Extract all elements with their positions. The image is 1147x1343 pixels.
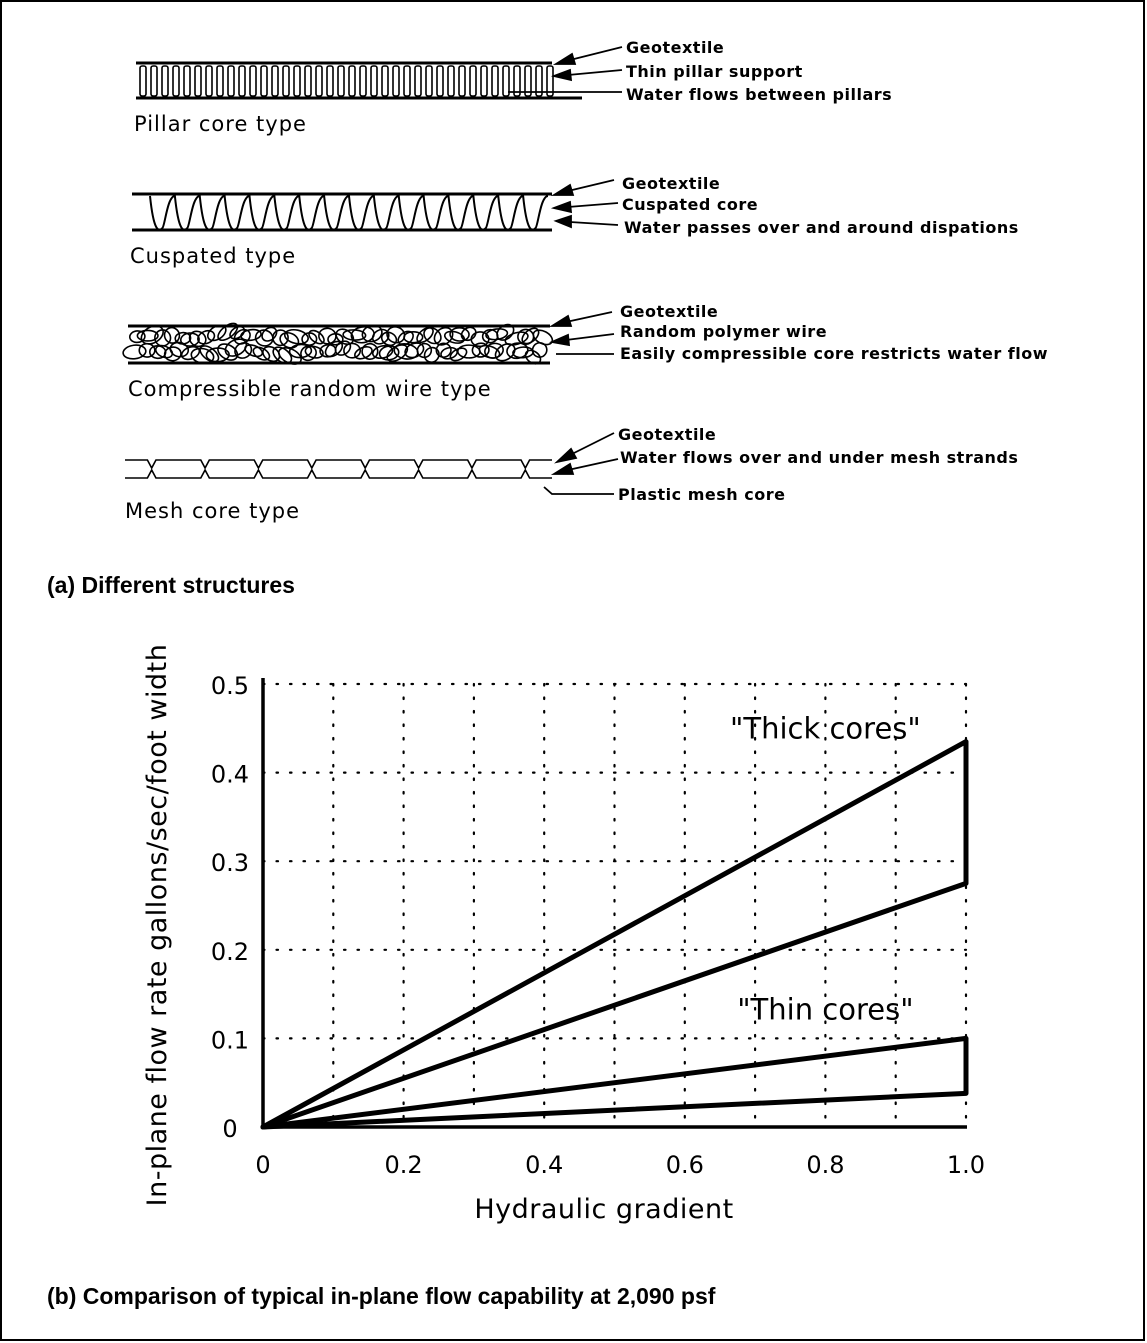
random-wire-arrows [552,312,614,354]
pillar-strut [426,66,432,96]
x-tick-label: 0.4 [525,1151,563,1179]
wire-callout-compressible: Easily compressible core restricts water… [620,344,1048,363]
y-tick-label: 0.2 [211,938,249,966]
y-axis-label: In-plane flow rate gallons/sec/foot widt… [142,644,173,1207]
pillar-callout-pillar-support: Thin pillar support [626,62,803,81]
pillar-strut [206,66,212,96]
pillar-strut [294,66,300,96]
y-tick-label: 0 [222,1115,237,1143]
random-wire-label: Compressible random wire type [128,377,492,401]
mesh-callout-plastic-core: Plastic mesh core [618,485,785,504]
pillar-strut [173,66,179,96]
pillar-strut [338,66,344,96]
y-tick-label: 0.1 [211,1026,249,1054]
pillar-strut [272,66,278,96]
pillar-strut [239,66,245,96]
random-wire-diagram [122,320,554,367]
chart-annotations: "Thick cores" "Thin cores" [730,712,921,1027]
thin-cores-annotation: "Thin cores" [737,993,913,1027]
caption-b: (b) Comparison of typical in-plane flow … [47,1283,716,1309]
pillar-strut [217,66,223,96]
x-axis-label: Hydraulic gradient [474,1194,733,1225]
wire-callout-geotextile: Geotextile [620,302,718,321]
pillar-strut [349,66,355,96]
pillar-strut [327,66,333,96]
pillar-strut [305,66,311,96]
pillar-strut [151,66,157,96]
cuspated-core-arrows [554,180,618,227]
x-tick-label: 0.8 [806,1151,844,1179]
x-tick-label: 0.2 [385,1151,423,1179]
caption-a: (a) Different structures [47,572,295,598]
pillar-core-label: Pillar core type [134,112,307,136]
pillar-strut [140,66,146,96]
pillar-strut [481,66,487,96]
pillar-strut [360,66,366,96]
series-line-4 [263,1093,966,1127]
pillar-strut [261,66,267,96]
pillar-strut [371,66,377,96]
pillar-strut [316,66,322,96]
wire-callout-polymer-wire: Random polymer wire [620,322,827,341]
series-line-3 [263,1038,966,1127]
wire-loop [431,324,456,348]
pillar-strut [492,66,498,96]
cuspated-callout-core: Cuspated core [622,195,758,214]
y-tick-label: 0.3 [211,849,249,877]
mesh-core-diagram [125,460,552,478]
y-tick-label: 0.4 [211,761,249,789]
flow-chart: 0 0.2 0.4 0.6 0.8 1.0 0 0.1 0.2 0.3 0.4 0.5 "Thick … [142,644,985,1225]
pillar-strut [283,66,289,96]
x-tick-label: 0.6 [666,1151,704,1179]
pillar-strut [437,66,443,96]
mesh-core-label: Mesh core type [125,499,300,523]
chart-series-group [263,742,966,1127]
thick-cores-annotation: "Thick cores" [730,712,921,746]
wire-loop [259,325,279,344]
wire-loop [530,340,549,360]
pillar-strut [470,66,476,96]
y-tick-label: 0.5 [211,672,249,700]
pillar-strut [415,66,421,96]
pillar-strut [162,66,168,96]
pillar-strut [404,66,410,96]
pillar-strut [459,66,465,96]
series-line-1 [263,742,966,1127]
wire-loop [139,344,155,358]
cuspated-callout-geotextile: Geotextile [622,174,720,193]
pillar-callout-water-flow: Water flows between pillars [626,85,892,104]
mesh-core-arrows [544,433,618,494]
cuspated-callout-water-flow: Water passes over and around dispations [624,218,1019,237]
wire-loop [122,344,146,360]
pillar-strut [250,66,256,96]
pillar-strut [382,66,388,96]
cuspated-core-label: Cuspated type [130,244,296,268]
chart-grid [263,684,966,1127]
x-tick-label: 1.0 [947,1151,985,1179]
mesh-callout-water-flow: Water flows over and under mesh strands [620,448,1018,467]
mesh-callout-geotextile: Geotextile [618,425,716,444]
pillar-strut [448,66,454,96]
wire-loop [440,346,459,360]
pillar-callout-geotextile: Geotextile [626,38,724,57]
cuspated-core-diagram [132,194,552,230]
pillar-strut [184,66,190,96]
x-tick-label: 0 [255,1151,270,1179]
pillar-strut [393,66,399,96]
pillar-strut [195,66,201,96]
pillar-strut [228,66,234,96]
